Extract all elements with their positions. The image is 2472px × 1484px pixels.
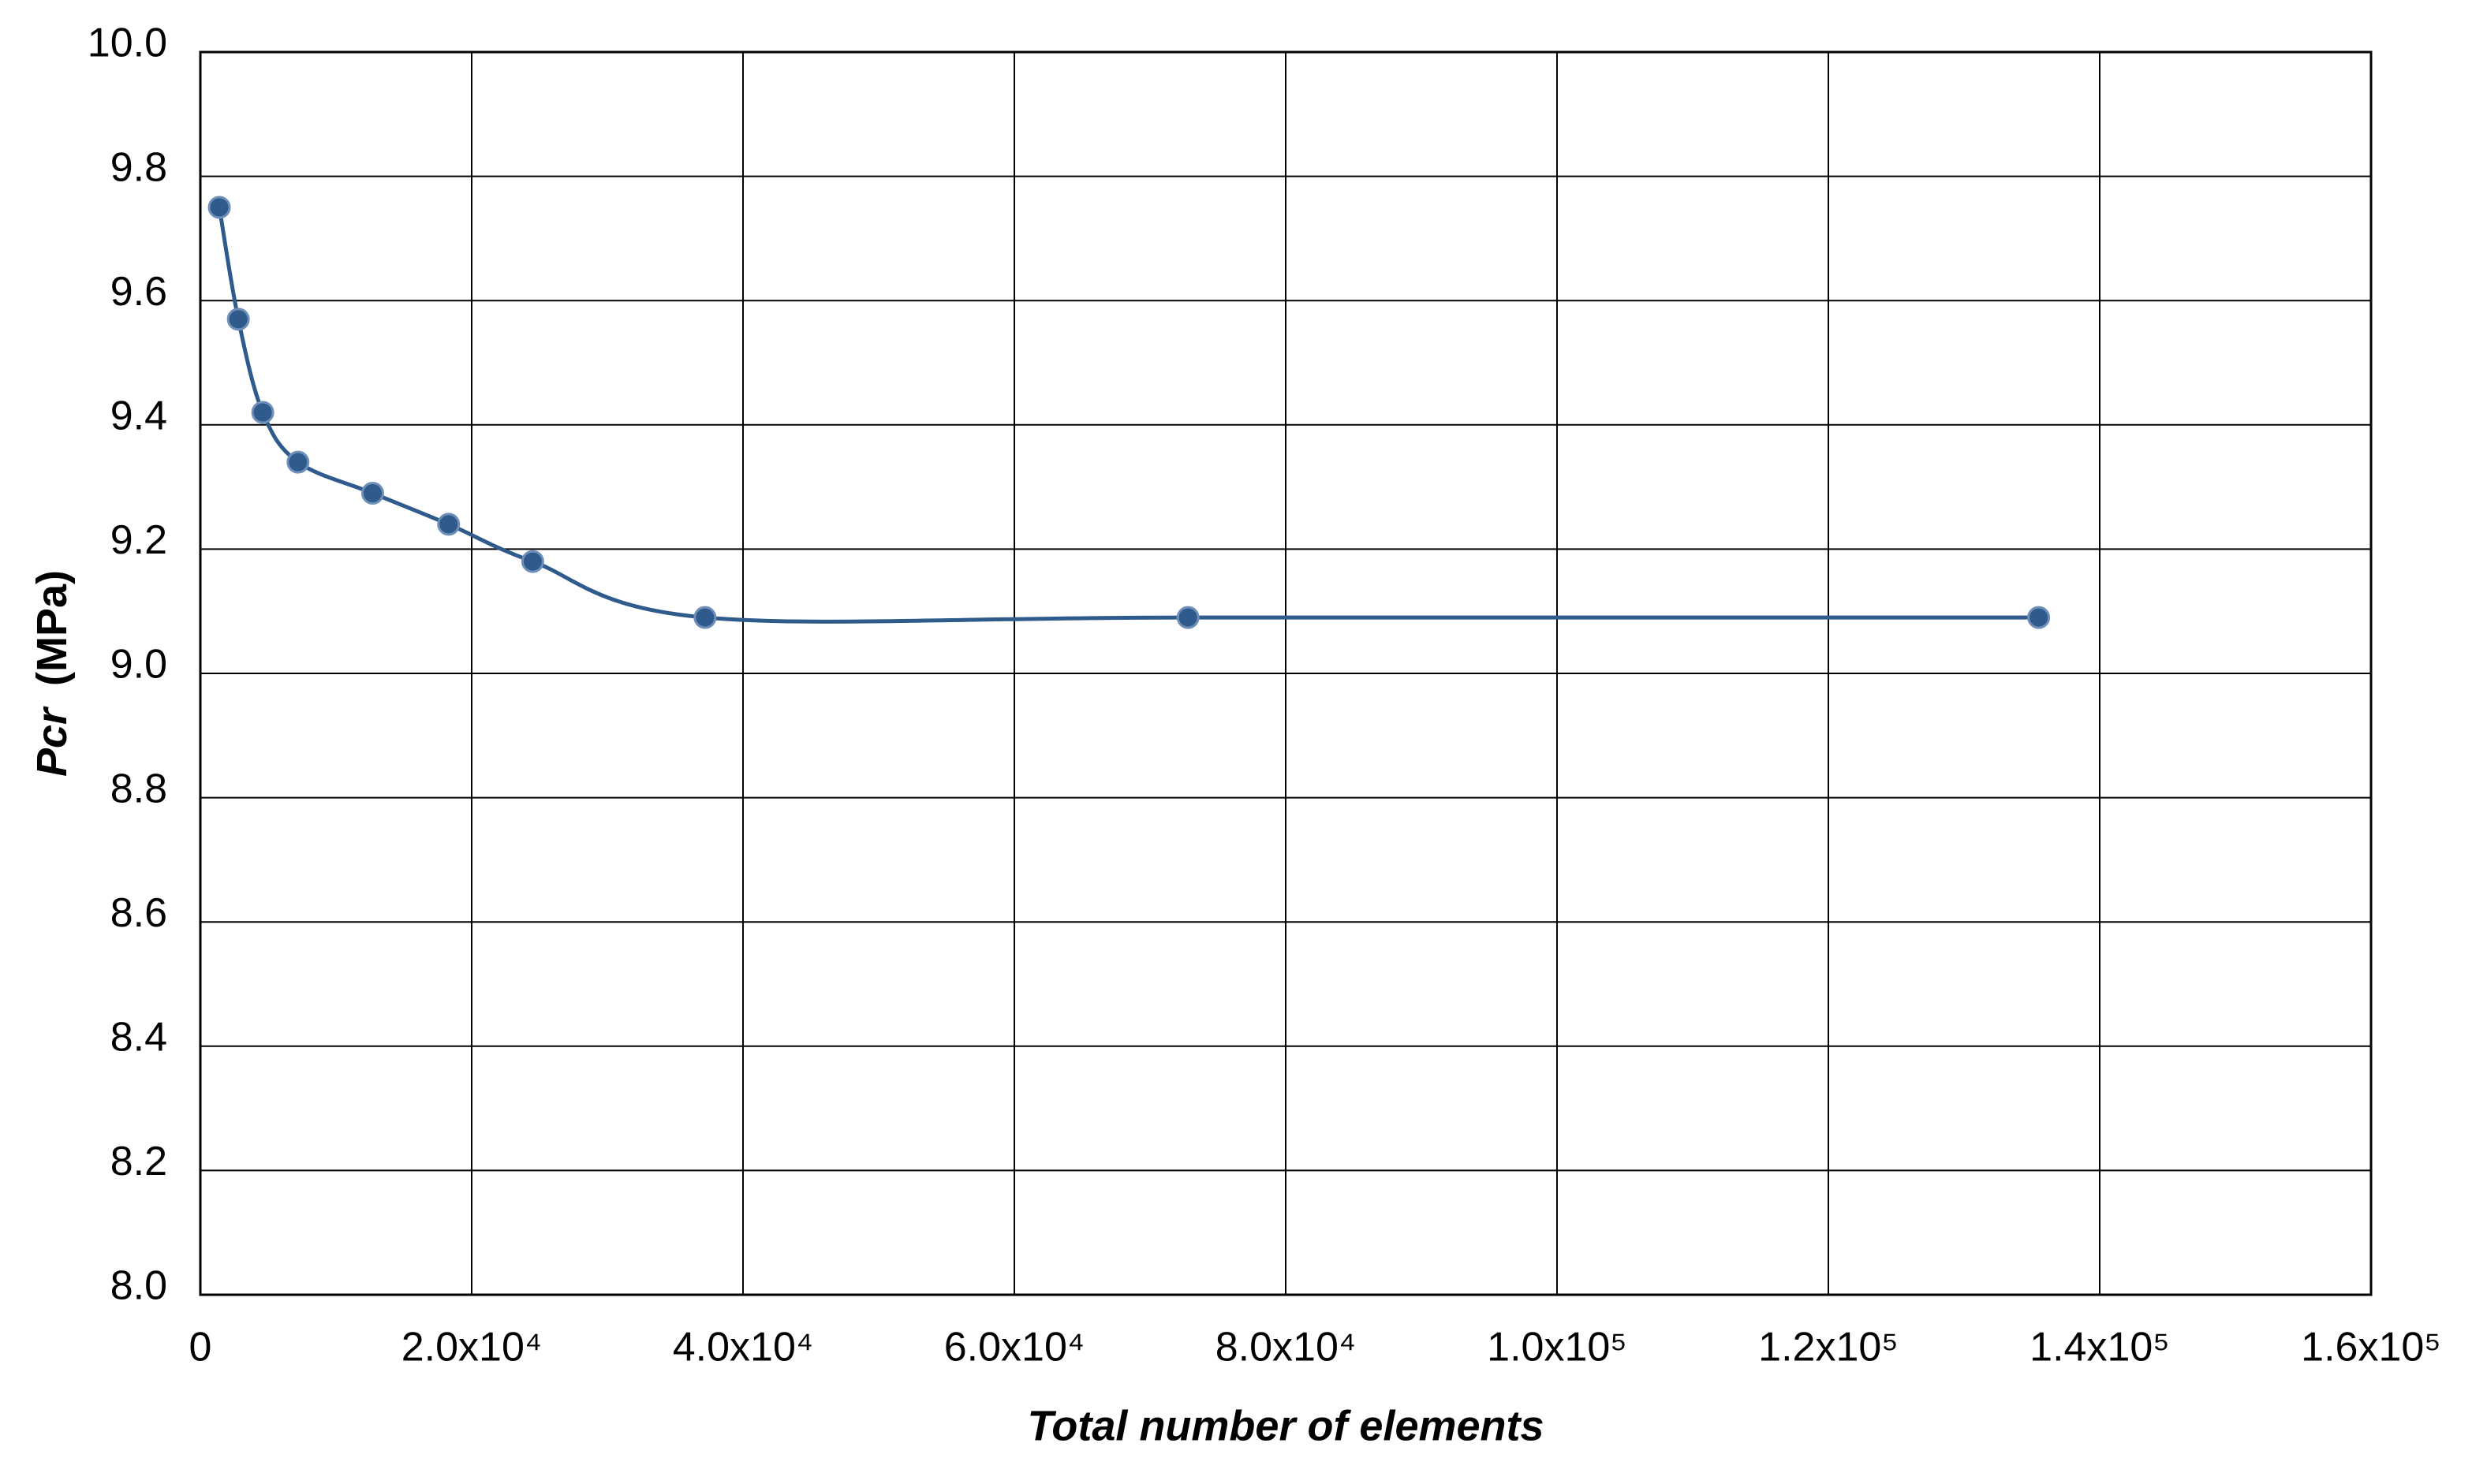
y-axis-title-symbol: Pcr [28, 706, 76, 777]
y-tick-label: 9.2 [110, 517, 167, 563]
y-tick-label: 8.8 [110, 766, 167, 811]
data-point [1176, 606, 1200, 629]
y-tick-label: 8.0 [110, 1263, 167, 1309]
data-point [286, 450, 310, 474]
y-axis-title: Pcr (MPa) [28, 570, 76, 777]
y-tick-label: 10.0 [88, 21, 167, 66]
x-axis-title: Total number of elements [1027, 1402, 1544, 1449]
data-point [360, 481, 384, 505]
y-tick-label: 8.6 [110, 890, 167, 936]
y-tick-label: 9.0 [110, 642, 167, 688]
data-point [251, 401, 274, 424]
data-point [2027, 606, 2051, 629]
y-tick-label: 9.8 [110, 144, 167, 190]
y-axis-title-unit: (MPa) [28, 570, 76, 686]
x-tick-label: 6.0x10⁴ [944, 1325, 1085, 1370]
plot-frame [199, 50, 2373, 1296]
x-tick-label: 1.6x10⁵ [2301, 1325, 2441, 1370]
data-point [437, 513, 461, 536]
x-tick-label: 4.0x10⁴ [673, 1325, 813, 1370]
x-tick-label: 1.4x10⁵ [2030, 1325, 2170, 1370]
y-tick-label: 9.6 [110, 269, 167, 315]
x-tick-label: 1.0x10⁵ [1487, 1325, 1627, 1370]
data-point [521, 550, 544, 573]
x-tick-label: 8.0x10⁴ [1215, 1325, 1356, 1370]
data-point [693, 606, 717, 629]
data-point [207, 196, 231, 219]
x-tick-label: 2.0x10⁴ [401, 1325, 542, 1370]
y-tick-label: 8.4 [110, 1015, 167, 1061]
x-tick-label: 1.2x10⁵ [1758, 1325, 1899, 1370]
x-tick-label: 0 [189, 1325, 212, 1370]
data-point [226, 308, 250, 331]
y-tick-label: 8.2 [110, 1139, 167, 1184]
y-tick-label: 9.4 [110, 393, 167, 439]
